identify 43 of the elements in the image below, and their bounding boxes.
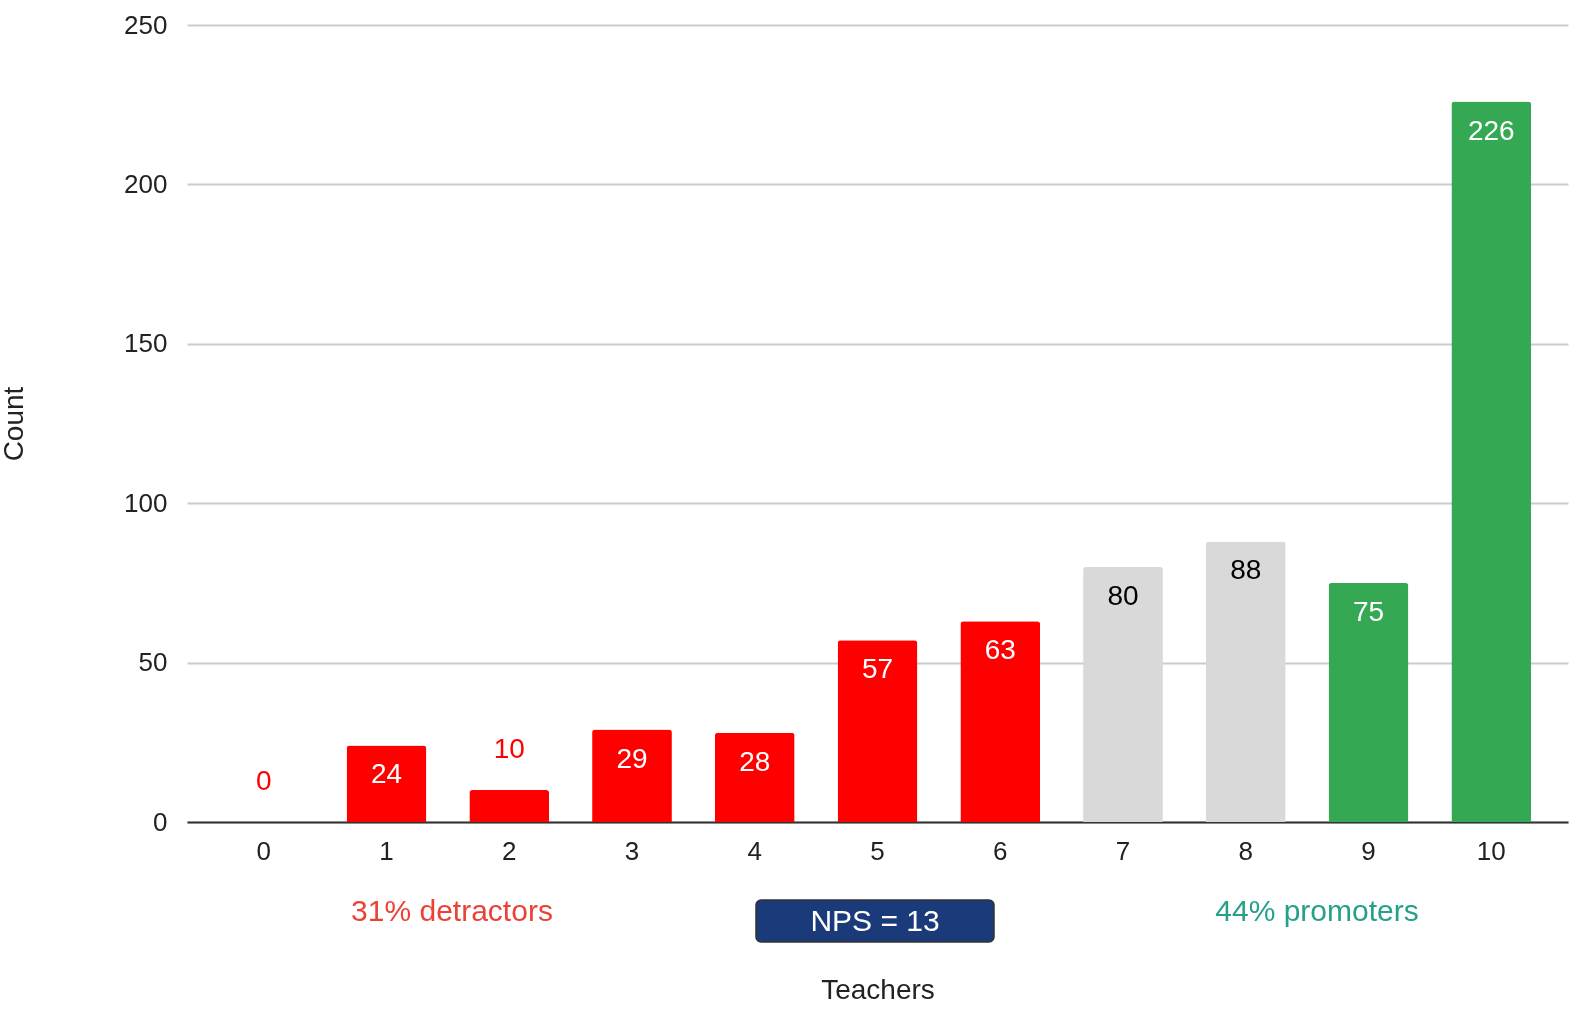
data-label: 75 [1352, 595, 1385, 627]
x-tick-label: 6 [993, 835, 1008, 866]
bar [469, 790, 550, 822]
bar [960, 621, 1041, 822]
y-tick-label: 250 [124, 9, 168, 40]
bar [714, 732, 795, 822]
data-label: 88 [1230, 554, 1262, 586]
data-label: 10 [493, 733, 525, 765]
y-tick-label: 150 [124, 328, 168, 359]
data-label: 0 [255, 765, 272, 796]
data-label: 29 [616, 742, 648, 774]
y-tick-label: 200 [124, 168, 168, 199]
data-label: 80 [1107, 579, 1139, 611]
bar [592, 729, 672, 822]
x-tick-label: 7 [1115, 835, 1131, 866]
x-tick-label: 1 [379, 835, 394, 866]
x-tick-label: 3 [624, 835, 640, 866]
x-tick-label: 9 [1361, 835, 1376, 866]
data-label: 63 [984, 634, 1016, 666]
x-tick-label: 0 [256, 835, 271, 866]
bar [837, 640, 918, 822]
text: 31% detractors [351, 894, 553, 927]
x-tick-label: 4 [747, 835, 762, 866]
bar [1328, 582, 1409, 822]
x-tick-label: 8 [1238, 835, 1253, 866]
data-label: 24 [370, 758, 403, 790]
text: NPS = 13 [810, 904, 940, 937]
bar [346, 745, 427, 822]
y-tick-label: 50 [138, 647, 168, 678]
bar [1205, 541, 1286, 822]
x-tick-label: 10 [1476, 835, 1506, 866]
text: 44% promoters [1215, 894, 1419, 927]
x-axis-title: Teachers [821, 973, 935, 1005]
data-label: 226 [1467, 114, 1515, 146]
data-label: 28 [739, 745, 771, 777]
bar [1451, 101, 1532, 822]
y-axis-title: Count [0, 386, 30, 462]
x-tick-label: 2 [502, 835, 517, 866]
bar [1083, 566, 1163, 822]
y-tick-label: 0 [153, 806, 168, 837]
data-label: 57 [861, 653, 894, 685]
y-tick-label: 100 [124, 487, 168, 518]
x-tick-label: 5 [870, 835, 885, 866]
